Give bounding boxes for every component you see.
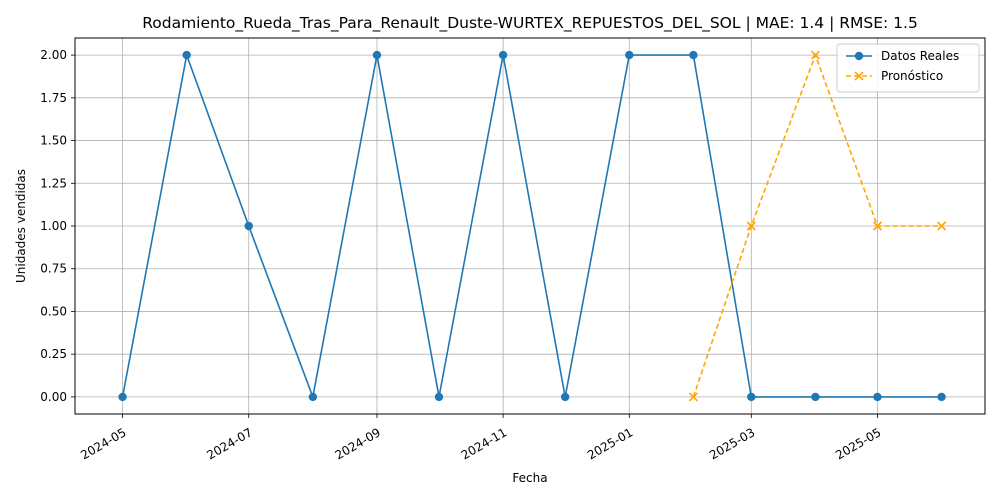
y-tick-label: 1.75 <box>40 91 67 105</box>
grid-layer <box>75 38 985 414</box>
data-point-datos-reales <box>308 392 318 402</box>
data-point-datos-reales <box>873 392 882 402</box>
data-point-pronostico <box>688 392 698 402</box>
legend-label-datos-reales: Datos Reales <box>881 49 959 63</box>
legend-marker-datos-reales <box>854 51 864 61</box>
x-tick-label: 2024-11 <box>459 425 509 462</box>
data-point-datos-reales <box>498 50 508 60</box>
data-point-pronostico <box>810 50 820 60</box>
legend-box <box>836 43 980 93</box>
y-tick-label: 1.00 <box>40 219 67 233</box>
legend-label-pronostico: Pronóstico <box>881 69 943 83</box>
x-tick-label: 2025-01 <box>585 425 635 462</box>
y-tick-label: 1.25 <box>40 176 67 190</box>
y-tick-label: 2.00 <box>40 48 67 62</box>
data-point-datos-reales <box>811 392 820 402</box>
x-tick-label: 2024-07 <box>204 425 254 462</box>
series-line-datos-reales <box>121 52 942 400</box>
data-point-datos-reales <box>625 50 634 60</box>
y-tick-label: 0.75 <box>40 262 67 276</box>
y-axis-label: Unidades vendidas <box>14 169 28 283</box>
data-point-datos-reales <box>560 392 570 402</box>
chart-title: Rodamiento_Rueda_Tras_Para_Renault_Duste… <box>142 14 918 33</box>
x-axis: 2024-05 2024-07 2024-09 2024-11 2025-01 2025-… <box>78 414 884 462</box>
data-point-pronostico <box>872 221 883 231</box>
x-tick-label: 2025-03 <box>707 425 757 462</box>
data-point-datos-reales <box>182 50 191 60</box>
data-point-datos-reales <box>244 221 253 231</box>
data-point-datos-reales <box>118 392 127 402</box>
data-point-datos-reales <box>689 50 698 60</box>
x-axis-label: Fecha <box>512 471 547 485</box>
data-point-pronostico <box>937 221 947 231</box>
data-point-pronostico <box>746 221 756 231</box>
legend: Datos Reales Pronóstico <box>836 43 980 93</box>
data-point-datos-reales <box>937 392 946 402</box>
x-tick-label: 2025-05 <box>833 425 883 462</box>
data-point-datos-reales <box>434 392 444 402</box>
data-point-datos-reales <box>747 392 756 402</box>
y-tick-label: 0.50 <box>40 304 67 318</box>
data-point-datos-reales <box>372 50 382 60</box>
legend-marker-pronostico <box>854 71 864 81</box>
x-tick-label: 2024-09 <box>333 425 383 462</box>
y-axis: 0.00 0.25 0.50 0.75 1.00 1.25 1.50 1.75 2.00 <box>40 48 75 404</box>
y-tick-label: 0.00 <box>40 390 67 404</box>
x-tick-label: 2024-05 <box>78 425 128 462</box>
y-tick-label: 1.50 <box>40 134 67 148</box>
series-layer <box>118 50 947 402</box>
y-tick-label: 0.25 <box>40 347 67 361</box>
